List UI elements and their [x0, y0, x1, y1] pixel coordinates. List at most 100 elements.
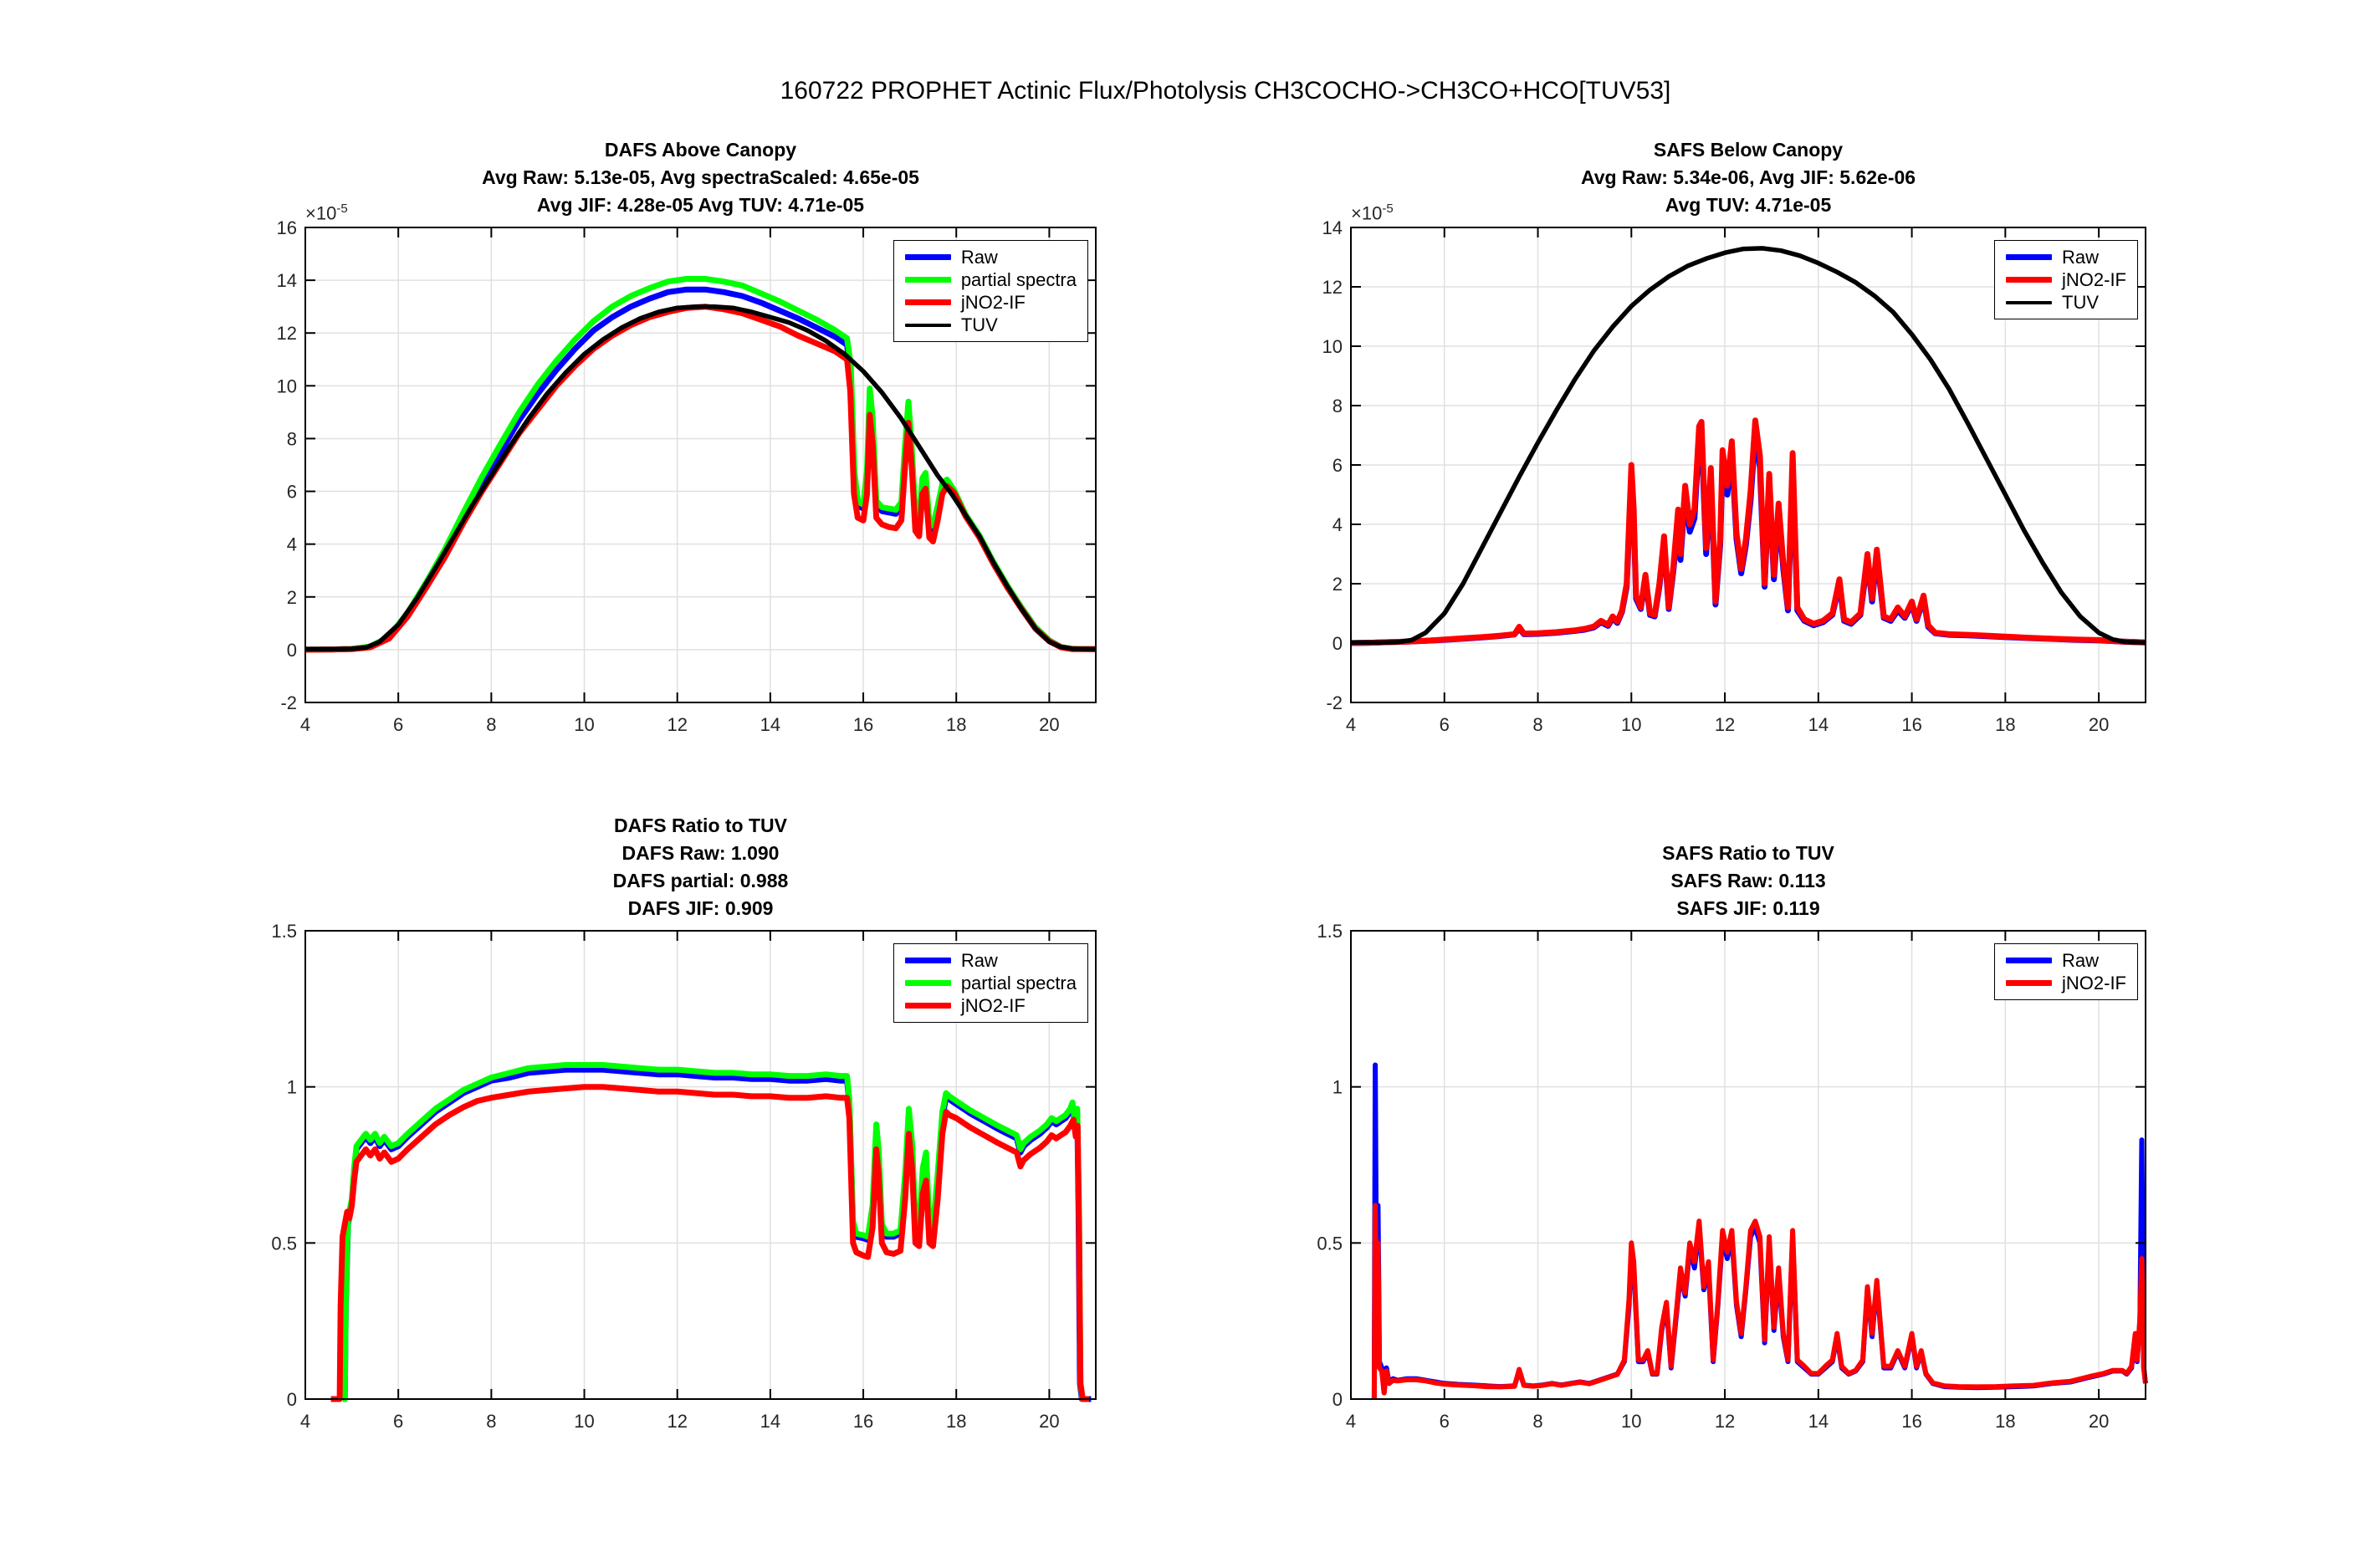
svg-text:2: 2 [287, 587, 297, 608]
svg-text:18: 18 [1995, 1411, 2015, 1432]
chart-title-line: SAFS Below Canopy [1653, 139, 1844, 161]
tick-labels: 4 6 8 10 12 14 16 18 20 -2 0 2 4 6 8 10 12 14 16 [277, 217, 1060, 735]
chart-subtitle-line: SAFS JIF: 0.119 [1676, 897, 1820, 919]
svg-text:12: 12 [667, 1411, 687, 1432]
svg-text:-2: -2 [280, 692, 297, 713]
legend-line-sample [904, 980, 951, 986]
axes-svg-dafs-above-canopy: 4 6 8 10 12 14 16 18 20 -2 0 2 4 6 8 10 12 14 16 [277, 217, 1097, 735]
legend-label: TUV [2062, 291, 2099, 313]
axes-box [1350, 930, 2146, 1400]
exponent-base: ×10 [1351, 202, 1383, 223]
legend-line-sample [2006, 254, 2052, 260]
svg-text:14: 14 [1322, 217, 1343, 238]
legend-safs-below: Raw jNO2-IF TUV [1994, 240, 2138, 319]
svg-text:0.5: 0.5 [1317, 1233, 1343, 1254]
chart-title-line: SAFS Ratio to TUV [1662, 842, 1834, 864]
svg-text:6: 6 [1333, 455, 1343, 476]
y-axis-exponent-label: ×10-5 [305, 202, 348, 224]
svg-text:0: 0 [287, 640, 297, 661]
chart-dafs-ratio: DAFS Ratio to TUV DAFS Raw: 1.090 DAFS p… [271, 815, 1097, 1432]
svg-text:4: 4 [1346, 714, 1356, 735]
legend-label: jNO2-IF [2062, 268, 2126, 290]
chart-title-safs-ratio: SAFS Ratio to TUV SAFS Raw: 0.113 SAFS J… [1351, 840, 2146, 922]
chart-title-line: DAFS Ratio to TUV [614, 815, 787, 836]
series-line-jNO2-IF [330, 1084, 1089, 1402]
chart-subtitle-line: DAFS JIF: 0.909 [627, 897, 774, 919]
svg-text:0: 0 [1333, 1389, 1343, 1410]
series-line-partial spectra [341, 1062, 1089, 1402]
svg-text:4: 4 [287, 534, 297, 555]
legend-label: TUV [960, 314, 998, 335]
chart-title-line: DAFS Above Canopy [604, 139, 797, 161]
legend-item-raw: Raw [2006, 950, 2126, 971]
svg-text:1: 1 [1333, 1077, 1343, 1098]
chart-safs-ratio: SAFS Ratio to TUV SAFS Raw: 0.113 SAFS J… [1317, 842, 2148, 1432]
svg-text:16: 16 [1901, 714, 1921, 735]
legend-line-sample [904, 299, 951, 305]
svg-text:4: 4 [1333, 514, 1343, 535]
svg-text:8: 8 [1333, 396, 1343, 416]
series-line-jNO2-IF [1371, 1203, 2148, 1400]
series-line-Raw [341, 1066, 1092, 1402]
exponent-power: -5 [1382, 201, 1394, 216]
svg-text:6: 6 [393, 1411, 403, 1432]
legend-line-sample [2006, 980, 2052, 986]
chart-title-safs-below: SAFS Below Canopy Avg Raw: 5.34e-06, Avg… [1351, 136, 2146, 219]
legend-safs-ratio: Raw jNO2-IF [1994, 943, 2138, 1000]
legend-label: Raw [2062, 246, 2100, 268]
svg-text:14: 14 [1808, 714, 1829, 735]
legend-line-sample [2006, 300, 2052, 304]
svg-text:12: 12 [1715, 1411, 1735, 1432]
svg-text:16: 16 [853, 1411, 873, 1432]
svg-text:12: 12 [1715, 714, 1735, 735]
legend-item-jno2-if: jNO2-IF [904, 292, 1077, 313]
svg-text:6: 6 [1440, 714, 1450, 735]
plot-area-safs-below: 4 6 8 10 12 14 16 18 20 -2 0 2 4 6 8 10 12 14 ×10-5 Raw jN… [1322, 202, 2146, 735]
chart-subtitle-line: Avg Raw: 5.34e-06, Avg JIF: 5.62e-06 [1580, 166, 1916, 188]
series-line-jNO2-IF [1350, 417, 2146, 646]
plot-area-safs-ratio: 4 6 8 10 12 14 16 18 20 0 0.5 1 1.5 Raw jNO2-IF [1317, 921, 2148, 1432]
legend-item-raw: Raw [904, 247, 1077, 268]
tick-labels: 4 6 8 10 12 14 16 18 20 0 0.5 1 1.5 [271, 921, 1059, 1432]
svg-text:18: 18 [1995, 714, 2015, 735]
legend-item-partial-spectra: partial spectra [904, 973, 1077, 993]
svg-text:6: 6 [287, 482, 297, 503]
chart-safs-below-canopy: SAFS Below Canopy Avg Raw: 5.34e-06, Avg… [1322, 139, 2146, 735]
legend-line-sample [904, 254, 951, 260]
tick-labels: 4 6 8 10 12 14 16 18 20 -2 0 2 4 6 8 10 12 14 [1322, 217, 2110, 735]
svg-text:18: 18 [946, 1411, 966, 1432]
series-line-TUV [1351, 246, 2146, 646]
svg-text:8: 8 [486, 714, 496, 735]
svg-text:4: 4 [1346, 1411, 1356, 1432]
svg-text:-2: -2 [1326, 692, 1343, 713]
svg-text:14: 14 [1808, 1411, 1829, 1432]
legend-label: jNO2-IF [960, 994, 1026, 1016]
legend-item-tuv: TUV [2006, 292, 2126, 313]
chart-title-dafs-above: DAFS Above Canopy Avg Raw: 5.13e-05, Avg… [305, 136, 1096, 219]
series-line-TUV [305, 304, 1097, 652]
svg-text:20: 20 [1039, 1411, 1059, 1432]
chart-subtitle-line: DAFS partial: 0.988 [612, 870, 789, 891]
legend-item-raw: Raw [2006, 247, 2126, 268]
series-group [330, 1062, 1092, 1402]
axes-box [1350, 227, 2146, 703]
exponent-base: ×10 [305, 202, 337, 223]
legend-dafs-ratio: Raw partial spectra jNO2-IF [893, 943, 1088, 1023]
legend-item-jno2-if: jNO2-IF [904, 994, 1077, 1016]
legend-label: partial spectra [960, 268, 1077, 290]
svg-text:1: 1 [287, 1077, 297, 1098]
chart-subtitle-line: Avg Raw: 5.13e-05, Avg spectraScaled: 4.… [482, 166, 919, 188]
legend-line-sample [2006, 277, 2052, 283]
svg-text:14: 14 [277, 270, 297, 291]
svg-text:8: 8 [486, 1411, 496, 1432]
legend-line-sample [904, 1003, 951, 1009]
svg-text:8: 8 [1532, 1411, 1542, 1432]
svg-text:2: 2 [1333, 574, 1343, 595]
legend-item-jno2-if: jNO2-IF [2006, 269, 2126, 290]
svg-text:20: 20 [1039, 714, 1059, 735]
legend-line-sample [2006, 958, 2052, 963]
exponent-power: -5 [336, 201, 348, 216]
plot-area-dafs-above: 4 6 8 10 12 14 16 18 20 -2 0 2 4 6 8 10 12 14 16 ×10-5 Raw… [277, 202, 1097, 735]
svg-text:6: 6 [1440, 1411, 1450, 1432]
